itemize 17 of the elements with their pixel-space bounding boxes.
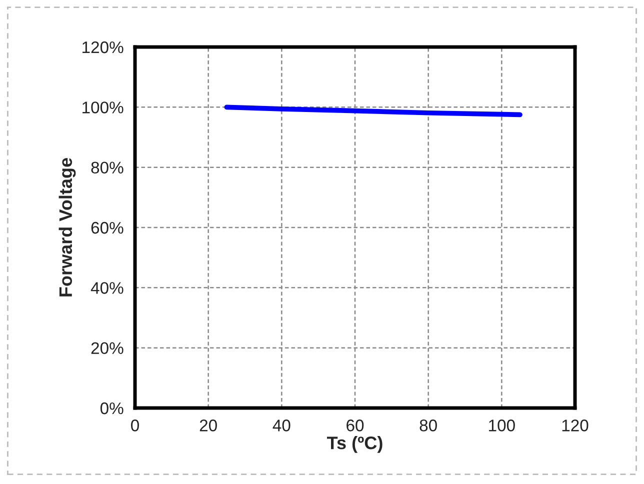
x-tick-label: 60 (346, 420, 364, 432)
y-tick-label: 60% (91, 222, 124, 234)
y-tick-label: 80% (91, 162, 124, 174)
y-tick-label: 0% (100, 402, 124, 414)
y-tick-label: 20% (91, 342, 124, 354)
x-tick-label: 100 (489, 420, 515, 432)
x-tick-label: 40 (272, 420, 290, 432)
y-axis-title: Forward Voltage (58, 158, 76, 296)
x-tick-label: 80 (420, 420, 437, 432)
x-tick-label: 120 (562, 420, 588, 432)
y-tick-label: 40% (90, 282, 124, 294)
y-tick-label: 120% (82, 41, 124, 54)
x-axis-title: Ts (ºC) (326, 436, 382, 453)
y-tick-label: 100% (82, 102, 124, 114)
x-tick-label: 20 (200, 420, 217, 432)
x-tick-label: 0 (131, 420, 139, 432)
line-series (224, 104, 522, 118)
